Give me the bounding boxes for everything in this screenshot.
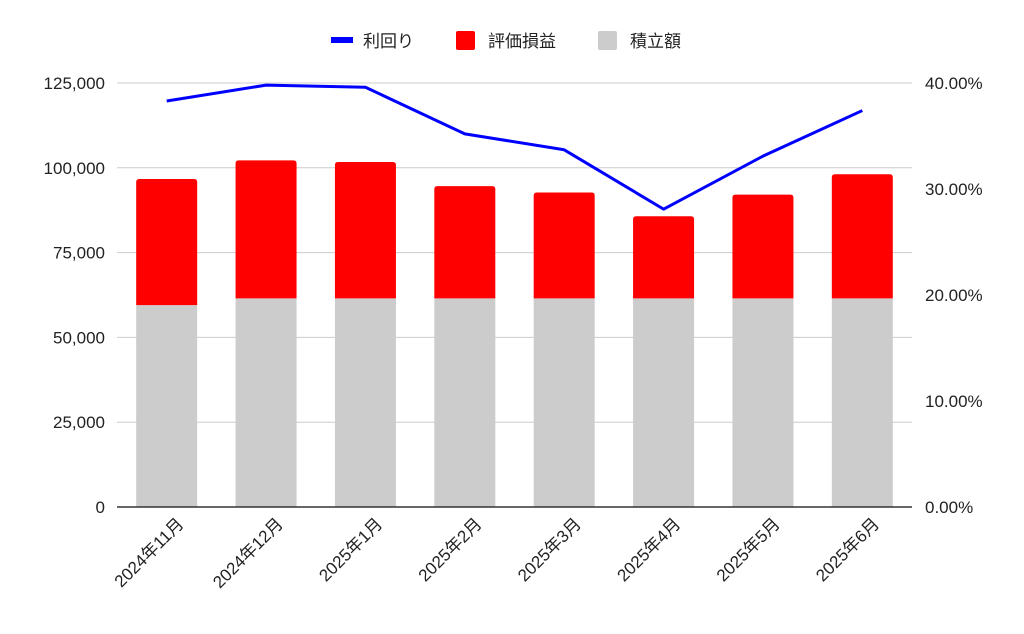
bar-contribution-7[interactable] [831,298,893,507]
y-left-tick-label: 50,000 [53,328,105,347]
bar-gain-5[interactable] [633,216,695,299]
y-axis-right-ticks: 0.00% 10.00% 20.00% 30.00% 40.00% [925,74,983,517]
y-left-tick-label: 0 [96,498,105,517]
x-axis-ticks: 2024年11月 2024年12月 2025年1月 2025年2月 2025年3月 202… [111,514,883,592]
x-tick-label: 2024年12月 [209,514,287,592]
legend-item-2[interactable]: 積立額 [598,31,681,51]
x-tick-label: 2025年5月 [713,514,784,585]
bar-series [136,160,893,507]
line-point-2[interactable] [362,84,368,90]
legend-label: 利回り [363,32,414,51]
y-left-tick-label: 100,000 [44,159,105,178]
bar-contribution-4[interactable] [533,298,595,507]
x-tick-label: 2024年11月 [111,514,188,591]
legend-item-1[interactable]: 評価損益 [456,31,556,51]
y-left-tick-label: 125,000 [44,74,105,93]
line-point-6[interactable] [760,153,766,159]
legend-swatch [456,31,475,50]
x-tick-label: 2025年6月 [812,514,883,585]
bar-contribution-0[interactable] [136,305,198,507]
line-point-1[interactable] [263,82,269,88]
bar-gain-6[interactable] [732,194,794,299]
bar-gain-7[interactable] [831,174,893,299]
x-tick-label: 2025年2月 [415,514,486,585]
x-tick-label: 2025年4月 [613,514,684,585]
legend-swatch [598,31,617,50]
bar-contribution-5[interactable] [633,298,695,507]
x-tick-label: 2025年3月 [514,514,585,585]
y-right-tick-label: 30.00% [925,180,983,199]
y-left-tick-label: 75,000 [53,244,105,263]
y-right-tick-label: 0.00% [925,498,973,517]
bar-contribution-3[interactable] [434,298,496,507]
line-point-7[interactable] [859,108,865,114]
line-series [164,82,865,212]
bar-gain-0[interactable] [136,178,198,306]
y-right-tick-label: 20.00% [925,286,983,305]
legend-label: 評価損益 [488,32,556,51]
legend-swatch [331,37,353,43]
bar-gain-1[interactable] [235,160,297,299]
y-left-tick-label: 25,000 [53,413,105,432]
line-yield[interactable] [166,83,863,211]
y-axis-left-ticks: 0 25,000 50,000 75,000 100,000 125,000 [44,74,105,517]
y-right-tick-label: 40.00% [925,74,983,93]
legend-item-0[interactable]: 利回り [331,32,414,51]
x-tick-label: 2025年1月 [315,514,386,585]
legend-label: 積立額 [630,32,681,51]
bar-contribution-6[interactable] [732,298,794,507]
legend[interactable]: 利回り 評価損益 積立額 [331,31,681,51]
line-point-0[interactable] [164,98,170,104]
y-right-tick-label: 10.00% [925,392,983,411]
bar-contribution-2[interactable] [334,298,396,507]
line-point-5[interactable] [661,206,667,212]
line-point-3[interactable] [462,131,468,137]
bar-gain-4[interactable] [533,192,595,299]
bar-contribution-1[interactable] [235,298,297,507]
line-point-4[interactable] [561,147,567,153]
bar-gain-3[interactable] [434,186,496,299]
bar-gain-2[interactable] [334,162,396,299]
